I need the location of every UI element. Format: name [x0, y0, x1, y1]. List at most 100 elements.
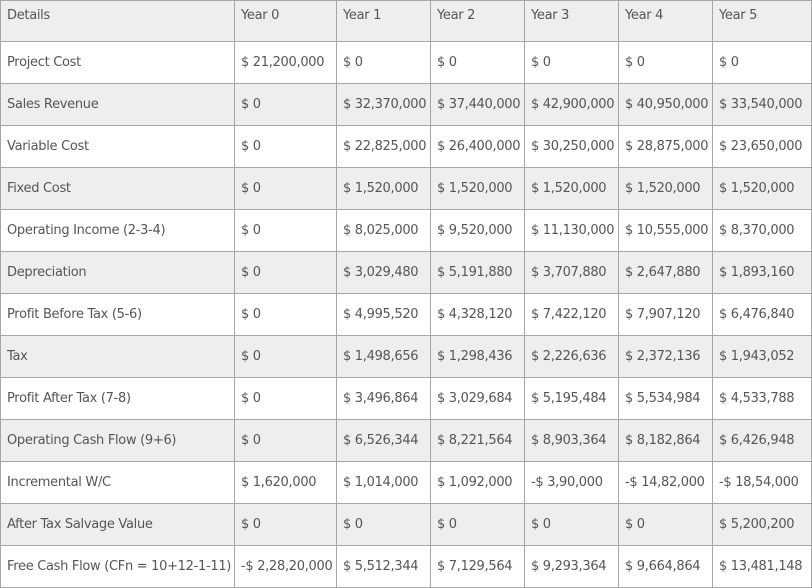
table-cell: $ 33,540,000 [713, 84, 812, 126]
table-cell: $ 1,520,000 [713, 168, 812, 210]
table-cell: $ 0 [431, 504, 525, 546]
table-cell: $ 0 [235, 126, 337, 168]
table-cell: $ 7,129,564 [431, 546, 525, 588]
table-cell: $ 4,328,120 [431, 294, 525, 336]
table-cell: $ 0 [619, 42, 713, 84]
table-cell: $ 8,221,564 [431, 420, 525, 462]
table-cell: $ 5,512,344 [337, 546, 431, 588]
table-cell: Year 5 [713, 0, 812, 42]
table-cell: $ 6,526,344 [337, 420, 431, 462]
table-cell: $ 1,298,436 [431, 336, 525, 378]
table-cell: $ 22,825,000 [337, 126, 431, 168]
table-cell: $ 8,182,864 [619, 420, 713, 462]
table-cell: -$ 2,28,20,000 [235, 546, 337, 588]
table-cell: Depreciation [0, 252, 235, 294]
table-cell: $ 0 [525, 42, 619, 84]
table-cell: $ 26,400,000 [431, 126, 525, 168]
table-cell: Profit Before Tax (5-6) [0, 294, 235, 336]
table-cell: Free Cash Flow (CFn = 10+12-1-11) [0, 546, 235, 588]
table-cell: $ 3,029,684 [431, 378, 525, 420]
table-cell: $ 1,014,000 [337, 462, 431, 504]
table-cell: -$ 14,82,000 [619, 462, 713, 504]
table-cell: Tax [0, 336, 235, 378]
table-cell: $ 0 [525, 504, 619, 546]
table-cell: $ 3,707,880 [525, 252, 619, 294]
table-cell: $ 10,555,000 [619, 210, 713, 252]
table-cell: $ 0 [713, 42, 812, 84]
table-cell: Profit After Tax (7-8) [0, 378, 235, 420]
table-cell: $ 0 [235, 252, 337, 294]
table-cell: $ 1,893,160 [713, 252, 812, 294]
table-cell: Year 0 [235, 0, 337, 42]
table-cell: $ 1,498,656 [337, 336, 431, 378]
table-cell: Incremental W/C [0, 462, 235, 504]
table-cell: $ 4,533,788 [713, 378, 812, 420]
table-cell: $ 0 [619, 504, 713, 546]
table-cell: $ 11,130,000 [525, 210, 619, 252]
table-cell: Year 4 [619, 0, 713, 42]
table-cell: Year 3 [525, 0, 619, 42]
table-cell: $ 0 [235, 336, 337, 378]
table-cell: $ 6,476,840 [713, 294, 812, 336]
table-cell: $ 2,647,880 [619, 252, 713, 294]
table-cell: $ 9,293,364 [525, 546, 619, 588]
table-cell: $ 1,520,000 [525, 168, 619, 210]
table-cell: $ 5,534,984 [619, 378, 713, 420]
table-cell: $ 0 [235, 168, 337, 210]
table-cell: $ 1,092,000 [431, 462, 525, 504]
table-cell: $ 42,900,000 [525, 84, 619, 126]
table-cell: $ 1,520,000 [337, 168, 431, 210]
table-cell: $ 28,875,000 [619, 126, 713, 168]
table-cell: $ 40,950,000 [619, 84, 713, 126]
table-cell: $ 37,440,000 [431, 84, 525, 126]
table-cell: $ 4,995,520 [337, 294, 431, 336]
table-cell: $ 9,520,000 [431, 210, 525, 252]
table-cell: Sales Revenue [0, 84, 235, 126]
table-cell: $ 13,481,148 [713, 546, 812, 588]
table-cell: $ 21,200,000 [235, 42, 337, 84]
table-cell: $ 0 [235, 420, 337, 462]
table-cell: $ 8,025,000 [337, 210, 431, 252]
table-cell: $ 3,029,480 [337, 252, 431, 294]
table-cell: $ 5,191,880 [431, 252, 525, 294]
table-cell: -$ 18,54,000 [713, 462, 812, 504]
table-cell: $ 8,370,000 [713, 210, 812, 252]
table-cell: $ 0 [431, 42, 525, 84]
table-cell: Year 2 [431, 0, 525, 42]
table-cell: $ 0 [235, 378, 337, 420]
table-cell: $ 6,426,948 [713, 420, 812, 462]
table-cell: Variable Cost [0, 126, 235, 168]
table-cell: $ 2,372,136 [619, 336, 713, 378]
table-cell: $ 1,520,000 [431, 168, 525, 210]
table-cell: $ 7,422,120 [525, 294, 619, 336]
table-cell: -$ 3,90,000 [525, 462, 619, 504]
table-cell: $ 7,907,120 [619, 294, 713, 336]
table-cell: Details [0, 0, 235, 42]
table-cell: $ 1,520,000 [619, 168, 713, 210]
table-cell: Project Cost [0, 42, 235, 84]
table-cell: $ 0 [337, 504, 431, 546]
table-cell: $ 3,496,864 [337, 378, 431, 420]
table-cell: $ 8,903,364 [525, 420, 619, 462]
table-cell: $ 0 [235, 84, 337, 126]
table-cell: Operating Cash Flow (9+6) [0, 420, 235, 462]
table-cell: $ 23,650,000 [713, 126, 812, 168]
table-cell: $ 32,370,000 [337, 84, 431, 126]
table-cell: $ 1,620,000 [235, 462, 337, 504]
table-cell: $ 5,195,484 [525, 378, 619, 420]
table-cell: $ 30,250,000 [525, 126, 619, 168]
table-cell: Operating Income (2-3-4) [0, 210, 235, 252]
table-cell: After Tax Salvage Value [0, 504, 235, 546]
table-cell: $ 0 [235, 294, 337, 336]
table-cell: $ 9,664,864 [619, 546, 713, 588]
table-cell: Fixed Cost [0, 168, 235, 210]
table-cell: $ 0 [235, 210, 337, 252]
table-cell: $ 2,226,636 [525, 336, 619, 378]
table-cell: $ 1,943,052 [713, 336, 812, 378]
table-cell: Year 1 [337, 0, 431, 42]
table-cell: $ 0 [235, 504, 337, 546]
table-cell: $ 5,200,200 [713, 504, 812, 546]
table-cell: $ 0 [337, 42, 431, 84]
